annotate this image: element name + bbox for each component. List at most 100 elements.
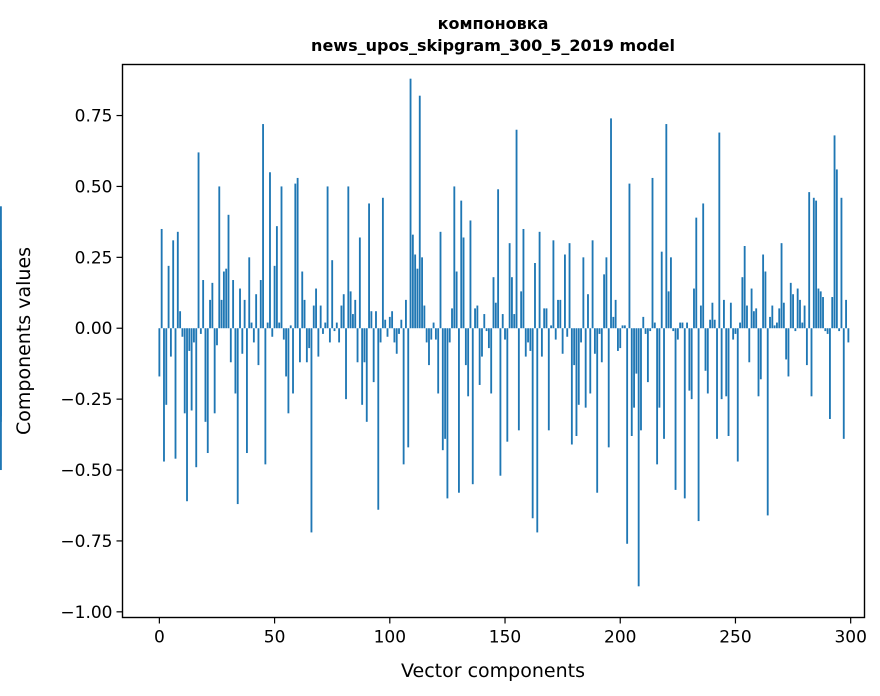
bar-172 xyxy=(554,328,557,340)
bar-261 xyxy=(759,328,762,380)
y-tick-label: −1.00 xyxy=(60,603,112,623)
bar-114 xyxy=(421,257,423,329)
bar-293 xyxy=(833,135,836,329)
bar-121 xyxy=(437,328,440,394)
x-axis: 0 50 100 150 200 250 300 xyxy=(154,617,867,648)
bar-165 xyxy=(538,231,541,329)
bar-268 xyxy=(776,322,778,329)
bar-288 xyxy=(822,297,824,329)
bar-235 xyxy=(699,305,702,329)
bar-24 xyxy=(213,328,216,414)
bar-208 xyxy=(637,328,640,587)
bar-237 xyxy=(704,328,707,371)
bar-241 xyxy=(713,319,716,329)
bar-260 xyxy=(757,328,760,397)
bar-162 xyxy=(531,328,534,519)
bar-179 xyxy=(570,328,573,445)
bar-0 xyxy=(158,328,161,377)
bar-180 xyxy=(573,328,576,366)
x-tick-label: 150 xyxy=(489,628,521,648)
bar-67 xyxy=(312,305,315,329)
bar-216 xyxy=(656,328,659,465)
bar-153 xyxy=(511,277,513,329)
bar-240 xyxy=(711,302,714,329)
bar-131 xyxy=(460,200,463,329)
bar-149 xyxy=(501,314,504,329)
bar-252 xyxy=(739,322,741,329)
bar-26 xyxy=(218,186,221,329)
bar-79 xyxy=(340,305,343,329)
bar-269 xyxy=(778,308,781,329)
bar-231 xyxy=(690,328,693,400)
bar-142 xyxy=(485,328,488,332)
bar-83 xyxy=(349,291,352,329)
bar-102 xyxy=(393,328,396,343)
bar-205 xyxy=(630,328,633,436)
bar-195 xyxy=(607,328,610,448)
bar-115 xyxy=(423,305,426,329)
bar-25 xyxy=(216,328,218,346)
bar-159 xyxy=(524,328,527,357)
bar-199 xyxy=(617,328,619,351)
x-tick-label: 50 xyxy=(264,628,286,648)
bar-184 xyxy=(582,257,585,329)
bar-52 xyxy=(278,322,281,329)
bar-157 xyxy=(520,291,523,329)
bar-48 xyxy=(269,172,271,329)
bar-undefined xyxy=(0,240,2,329)
bar-145 xyxy=(492,277,495,329)
bar-93 xyxy=(372,328,375,383)
bar-228 xyxy=(683,328,686,499)
bar-233 xyxy=(695,217,698,329)
bar-90 xyxy=(365,328,368,422)
bar-66 xyxy=(310,328,313,533)
bar-88 xyxy=(361,328,364,405)
bar-125 xyxy=(446,328,449,499)
bar-44 xyxy=(259,280,262,329)
bar-299 xyxy=(847,328,850,343)
bar-36 xyxy=(241,328,244,354)
bar-113 xyxy=(418,95,421,329)
bar-130 xyxy=(458,328,460,493)
x-tick-label: 200 xyxy=(604,628,636,648)
bar-158 xyxy=(522,228,525,329)
bar-40 xyxy=(250,322,253,329)
bar-122 xyxy=(439,231,442,329)
bar-49 xyxy=(271,328,274,337)
bar-272 xyxy=(785,328,788,360)
bar-137 xyxy=(474,308,476,329)
bar-203 xyxy=(626,328,629,544)
bar-128 xyxy=(453,186,456,329)
bar-218 xyxy=(660,251,663,329)
bar-294 xyxy=(835,169,838,329)
bar-92 xyxy=(370,311,373,329)
bar-72 xyxy=(324,322,327,329)
bar-196 xyxy=(610,118,612,329)
chart-title-line1: компоновка xyxy=(438,14,549,33)
y-axis-label: Components values xyxy=(13,247,35,435)
bar-224 xyxy=(674,328,677,490)
bar-4 xyxy=(167,265,170,329)
bar-298 xyxy=(845,299,847,329)
bar-105 xyxy=(400,319,403,329)
bar-181 xyxy=(575,328,578,436)
bar-238 xyxy=(706,328,709,394)
bar-286 xyxy=(817,288,820,329)
bar-124 xyxy=(444,328,447,439)
bar-84 xyxy=(352,314,354,329)
bar-281 xyxy=(805,328,808,366)
bar-129 xyxy=(455,271,458,329)
bar-163 xyxy=(534,263,536,329)
bar-247 xyxy=(727,328,730,436)
bar-141 xyxy=(483,314,486,329)
bar-283 xyxy=(810,328,813,397)
bar-194 xyxy=(605,257,608,329)
bar-273 xyxy=(787,328,790,377)
bar-182 xyxy=(577,328,580,405)
bar-255 xyxy=(746,305,748,329)
bar-219 xyxy=(663,328,665,439)
bar-28 xyxy=(222,271,225,329)
bar-112 xyxy=(416,268,419,329)
bar-143 xyxy=(487,328,490,349)
bar-103 xyxy=(395,328,398,354)
